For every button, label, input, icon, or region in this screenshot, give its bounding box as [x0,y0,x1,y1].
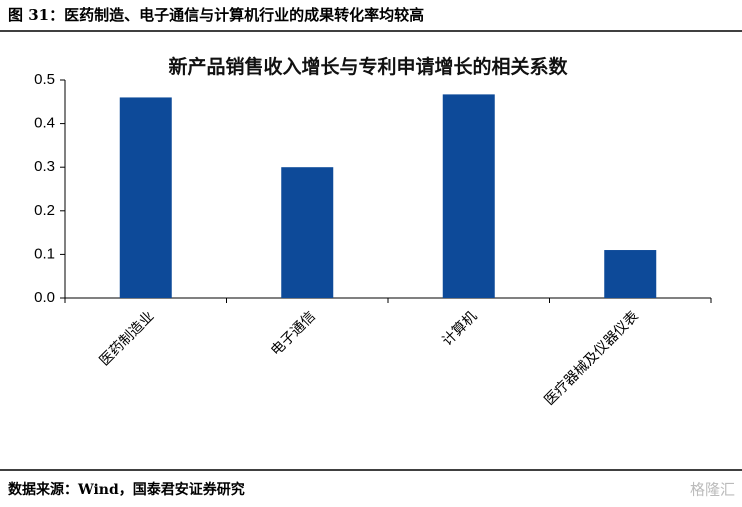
x-tick-label: 计算机 [439,308,480,349]
y-tick-label: 0.3 [34,158,55,175]
bar [119,97,172,298]
bar [281,167,334,298]
y-tick-label: 0.4 [34,115,55,132]
x-tick-label: 医疗器械及仪器仪表 [541,308,641,408]
watermark: 格隆汇 [690,481,735,499]
y-tick-label: 0.0 [34,289,55,306]
y-tick-label: 0.1 [34,245,55,262]
x-tick-label: 医药制造业 [97,308,158,369]
y-tick-label: 0.5 [34,71,55,88]
figure-title: 图 31：医药制造、电子通信与计算机行业的成果转化率均较高 [8,6,424,24]
x-tick-label: 电子通信 [268,308,319,359]
bar [442,94,495,298]
source-note: 数据来源：Wind，国泰君安证券研究 [8,481,245,498]
bar [604,250,657,298]
y-tick-label: 0.2 [34,202,55,219]
chart-title: 新产品销售收入增长与专利申请增长的相关系数 [168,55,568,78]
